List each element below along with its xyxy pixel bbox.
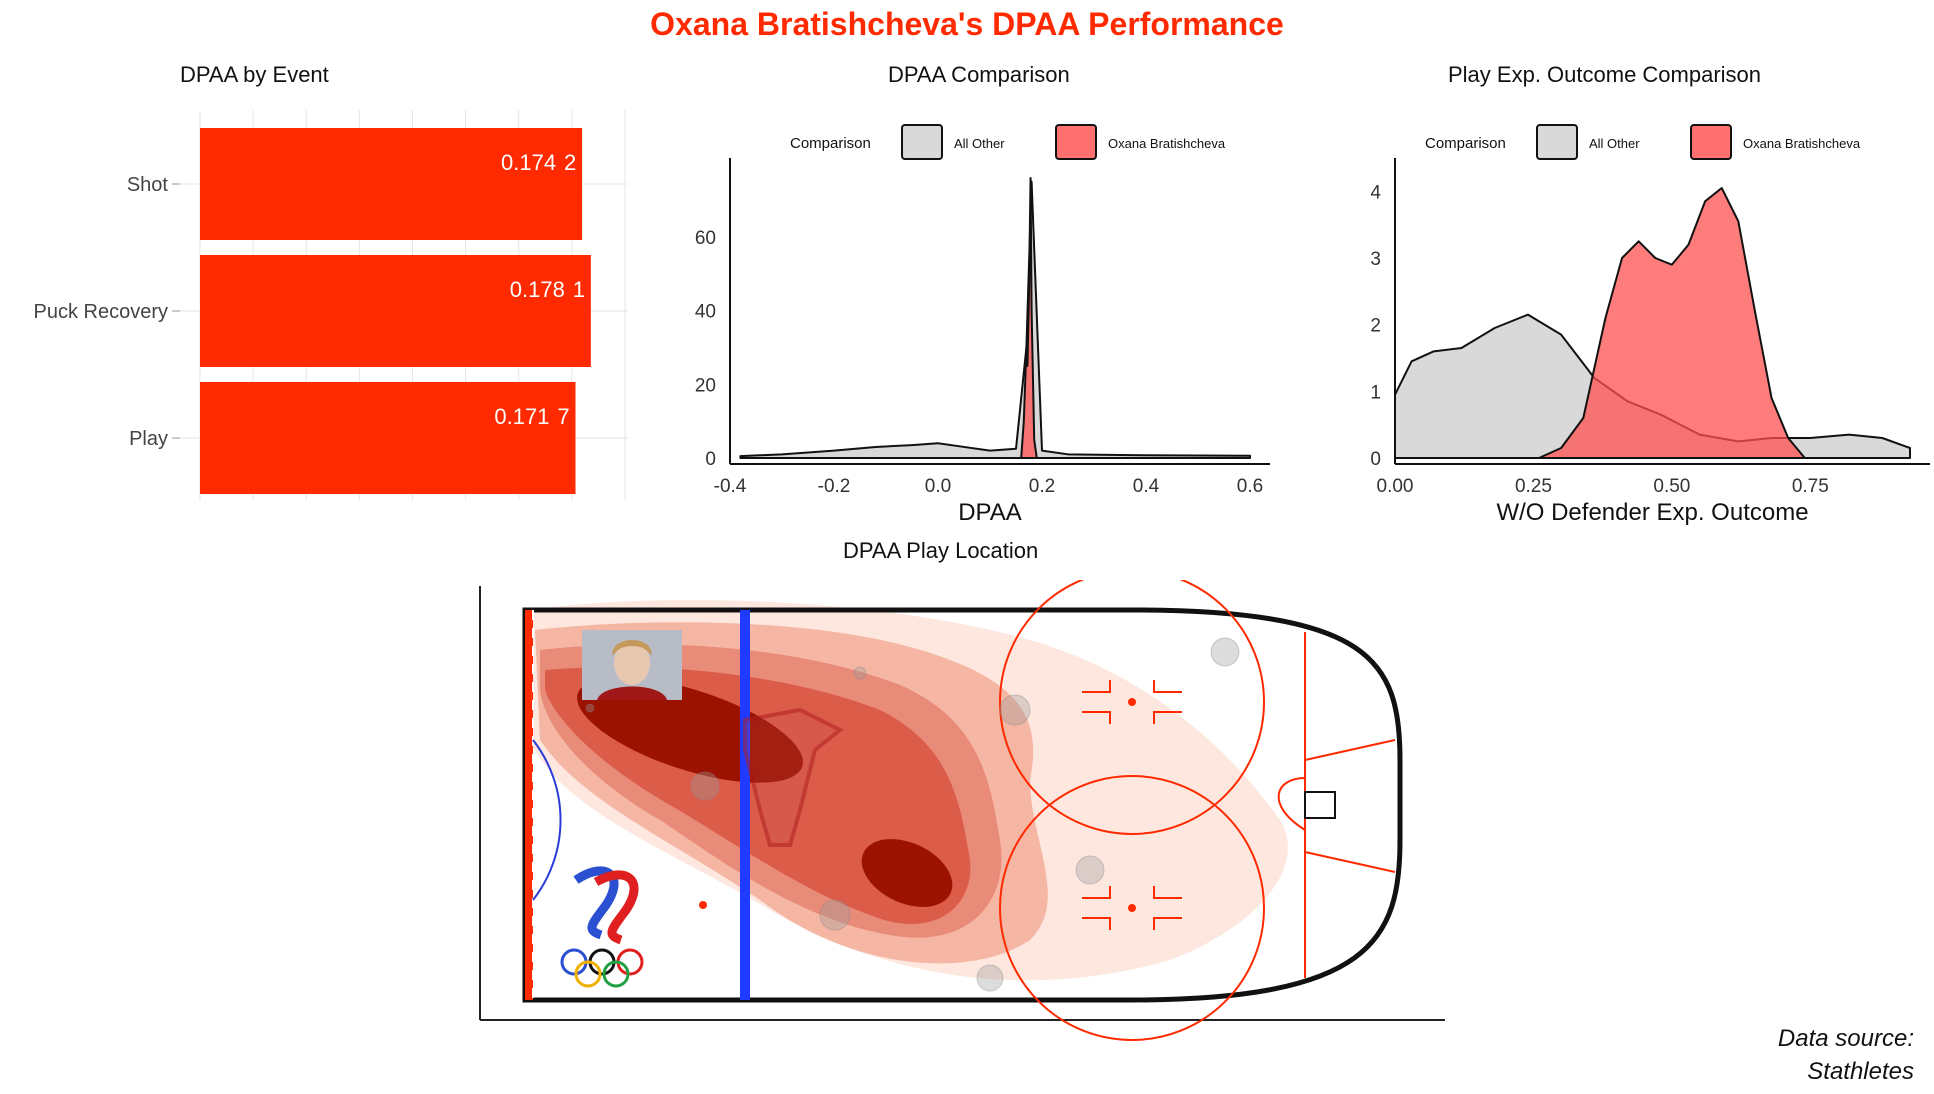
x-tick-label: 0.0 (925, 476, 951, 497)
legend-swatch-0 (1536, 124, 1578, 160)
cup-logo-icon (743, 707, 844, 847)
bar-count-label: 1 (573, 277, 585, 302)
bar-category-label: Play (129, 428, 168, 450)
x-tick-label: 0.75 (1792, 476, 1829, 497)
blue-line (740, 610, 750, 1000)
legend-label-0: All Other (954, 136, 1005, 151)
legend-title: Comparison (1425, 135, 1506, 152)
center-circle-arc (532, 739, 562, 901)
density-series-1 (1020, 177, 1038, 459)
density-series-0 (739, 180, 1251, 459)
bar-value-label: 0.171 (494, 404, 549, 429)
bar-category-label: Shot (127, 174, 169, 196)
data-source: Data source: Stathletes (1778, 1022, 1914, 1088)
dpaa-comparison-chart: Comparison All Other Oxana Bratishcheva 0 20… (695, 124, 1270, 526)
x-tick-label: 0.6 (1237, 476, 1263, 497)
x-axis-title: W/O Defender Exp. Outcome (1496, 499, 1808, 526)
play-markers (585, 637, 1240, 992)
dpaa-by-event-chart: Shot 0.174 2 Puck Recovery 0.178 1 Play 0.171 7 (34, 110, 628, 500)
bar-0 (200, 128, 583, 240)
x-tick-label: -0.2 (818, 476, 851, 497)
bar-count-label: 7 (557, 404, 569, 429)
goal-net (1304, 791, 1336, 819)
legend-label-1: Oxana Bratishcheva (1108, 136, 1226, 151)
dpaa-play-location-rink (479, 580, 1445, 1041)
y-tick-label: 40 (695, 302, 716, 323)
bar-value-label: 0.178 (510, 277, 565, 302)
rink-boards (522, 607, 1403, 1003)
y-tick-label: 3 (1370, 249, 1381, 270)
y-tick-label: 0 (705, 449, 716, 470)
y-tick-label: 0 (1370, 449, 1381, 470)
data-source-line-1: Data source: (1777, 1025, 1914, 1052)
faceoff-circle-bottom (999, 775, 1265, 1041)
player-photo (582, 630, 682, 700)
bar-count-label: 2 (564, 150, 576, 175)
x-tick-label: 0.00 (1377, 476, 1414, 497)
x-tick-label: 0.4 (1133, 476, 1160, 497)
page-title: Oxana Bratishcheva's DPAA Performance (650, 6, 1284, 42)
x-tick-label: 0.50 (1653, 476, 1690, 497)
legend-swatch-1 (1055, 124, 1097, 160)
heat-contours (530, 600, 1288, 981)
center-red-line (525, 610, 533, 1000)
outcome-comparison-chart: Comparison All Other Oxana Bratishcheva 0 1 2… (1370, 124, 1930, 526)
legend-label-0: All Other (1589, 136, 1640, 151)
x-tick-label: 0.2 (1029, 476, 1055, 497)
goal-crease (1277, 776, 1306, 832)
density-chart-title: DPAA Comparison (888, 62, 1070, 87)
y-tick-label: 60 (695, 228, 716, 249)
hot-zone-2 (861, 839, 953, 907)
rink-chart-title: DPAA Play Location (843, 538, 1039, 563)
bar-chart-title: DPAA by Event (180, 62, 329, 87)
bar-category-label: Puck Recovery (34, 301, 169, 323)
bar-value-label: 0.174 (501, 150, 556, 175)
legend-label-1: Oxana Bratishcheva (1743, 136, 1861, 151)
neutral-faceoff-dot (699, 901, 707, 909)
bar-2 (200, 382, 576, 494)
y-tick-label: 2 (1370, 316, 1381, 337)
faceoff-circle-top (999, 580, 1265, 835)
density-series-1 (1537, 187, 1806, 459)
legend-swatch-0 (901, 124, 943, 160)
y-tick-label: 20 (695, 375, 716, 396)
y-tick-label: 4 (1370, 182, 1381, 203)
x-tick-label: -0.4 (714, 476, 747, 497)
roc-logo-icon (560, 866, 644, 988)
x-axis-title: DPAA (958, 499, 1022, 526)
bar-1 (200, 255, 591, 367)
legend-swatch-1 (1690, 124, 1732, 160)
legend-title: Comparison (790, 135, 871, 152)
outcome-chart-title: Play Exp. Outcome Comparison (1448, 62, 1762, 87)
x-tick-label: 0.25 (1515, 476, 1552, 497)
y-tick-label: 1 (1370, 382, 1381, 403)
data-source-line-2: Stathletes (1807, 1058, 1914, 1085)
